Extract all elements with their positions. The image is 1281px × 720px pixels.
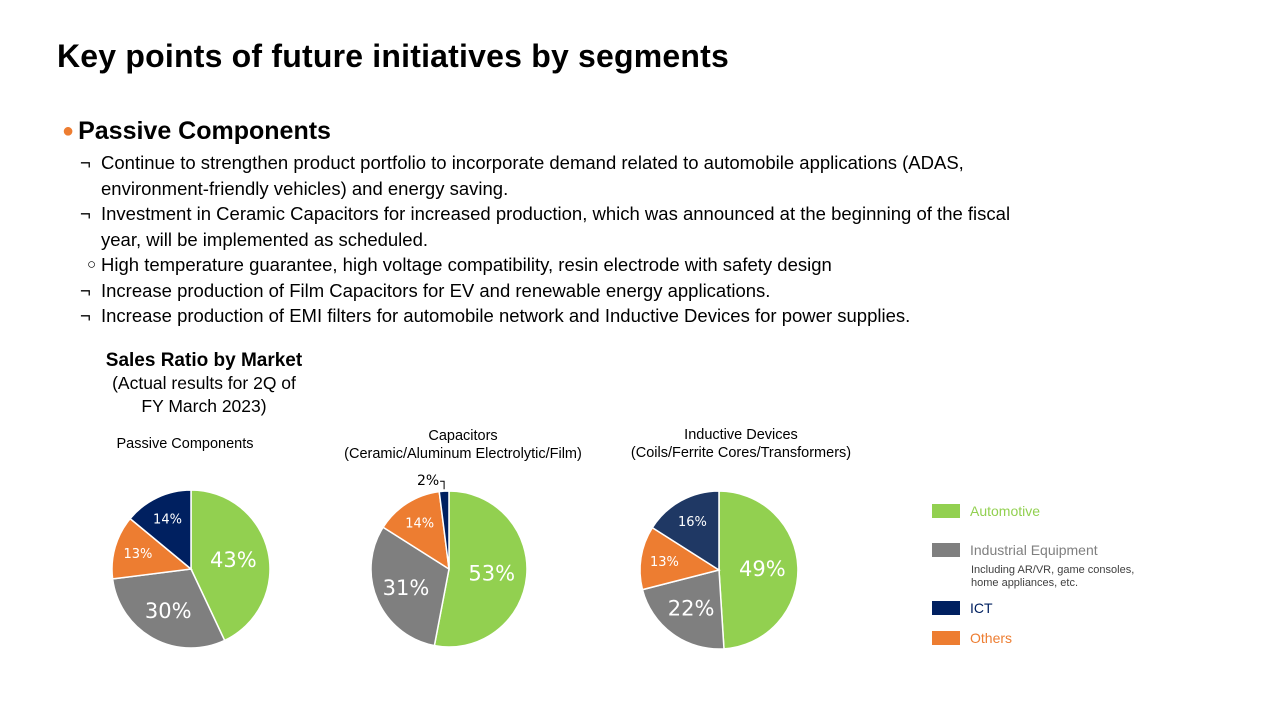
pie-slice-automotive	[433, 490, 528, 648]
legend-swatch	[932, 543, 960, 557]
bullet-item: ¬ Increase production of EMI filters for…	[80, 303, 1180, 329]
legend-label: ICT	[970, 600, 993, 616]
chart-title: Inductive Devices	[684, 427, 798, 443]
legend-note-line: home appliances, etc.	[971, 577, 1079, 589]
pie-slice-ict	[651, 490, 720, 572]
pie-data-label: 43%	[210, 548, 257, 572]
bullet-item: ¬ Continue to strengthen product portfol…	[80, 150, 1180, 201]
bullet-list: ¬ Continue to strengthen product portfol…	[80, 150, 1180, 329]
chart-subtitle: (Ceramic/Aluminum Electrolytic/Film)	[344, 446, 582, 462]
bullet-marker: ¬	[80, 152, 91, 173]
pie-slice-automotive	[718, 490, 799, 650]
pie-slice-others	[639, 526, 721, 591]
bullet-item: ¬ Investment in Ceramic Capacitors for i…	[80, 201, 1180, 252]
bullet-line: Increase production of EMI filters for a…	[101, 305, 911, 326]
pie-data-label: 13%	[650, 555, 679, 570]
section-bullet-dot: ●	[62, 120, 75, 142]
legend-note-line: Including AR/VR, game consoles,	[971, 564, 1135, 576]
page-title: Key points of future initiatives by segm…	[57, 38, 730, 74]
chart-title-capacitors: Capacitors (Ceramic/Aluminum Electrolyti…	[313, 427, 613, 463]
bullet-line: year, will be implemented as scheduled.	[101, 228, 429, 250]
bullet-line: Investment in Ceramic Capacitors for inc…	[101, 203, 1011, 224]
pie-data-label: 14%	[405, 516, 434, 531]
bullet-marker: ¬	[80, 279, 91, 301]
pie-slice-ict	[129, 489, 192, 571]
pie-slice-industrial-equipment	[641, 569, 725, 650]
pie-slice-ict	[438, 490, 450, 570]
bullet-item: ○ High temperature guarantee, high volta…	[80, 252, 1180, 278]
sales-ratio-note-line: FY March 2023)	[141, 396, 267, 416]
bullet-line: Increase production of Film Capacitors f…	[101, 279, 771, 301]
pie-data-label: 53%	[468, 561, 515, 585]
sales-ratio-title: Sales Ratio by Market	[105, 350, 303, 371]
chart-subtitle: (Coils/Ferrite Cores/Transformers)	[630, 445, 852, 461]
chart-title: Passive Components	[116, 436, 254, 452]
pie-slice-automotive	[190, 489, 271, 642]
section-heading: ● Passive Components	[62, 117, 331, 146]
bullet-marker: ¬	[80, 305, 91, 326]
legend-label: Automotive	[970, 503, 1041, 519]
legend-swatch	[932, 631, 960, 645]
pie-data-label: 16%	[678, 515, 707, 530]
chart-title-inductive: Inductive Devices (Coils/Ferrite Cores/T…	[601, 426, 881, 462]
pie-slice-others	[111, 517, 193, 580]
pie-data-label: 49%	[739, 557, 786, 581]
pie-data-label: 30%	[145, 599, 192, 623]
pie-data-label: 13%	[123, 547, 152, 562]
sales-ratio-note-line: (Actual results for 2Q of	[112, 373, 296, 393]
pie-leader-line	[440, 480, 445, 490]
bullet-line: Continue to strengthen product portfolio…	[101, 152, 964, 173]
pie-slice-others	[382, 490, 450, 571]
bullet-line: High temperature guarantee, high voltage…	[101, 254, 832, 275]
sales-ratio-heading: Sales Ratio by Market (Actual results fo…	[78, 349, 330, 418]
legend-label: Others	[970, 630, 1013, 646]
legend-swatch	[932, 504, 960, 518]
pie-data-label: 2%	[417, 473, 439, 489]
pie-data-label: 22%	[668, 597, 715, 621]
legend-note: Including AR/VR, game consoles, home app…	[971, 564, 1134, 590]
legend-label: Industrial Equipment	[970, 542, 1098, 558]
bullet-marker: ¬	[80, 203, 91, 224]
section-title: Passive Components	[78, 117, 331, 145]
pie-data-label: 31%	[383, 576, 430, 600]
legend-swatch	[932, 601, 960, 615]
pie-slice-industrial-equipment	[111, 568, 226, 649]
pie-data-label: 14%	[153, 513, 182, 528]
bullet-line: environment-friendly vehicles) and energ…	[101, 177, 509, 199]
bullet-item: ¬ Increase production of Film Capacitors…	[80, 278, 1180, 304]
sub-bullet-marker: ○	[87, 256, 97, 273]
chart-title: Capacitors	[428, 428, 498, 444]
chart-title-passive: Passive Components	[90, 435, 280, 453]
